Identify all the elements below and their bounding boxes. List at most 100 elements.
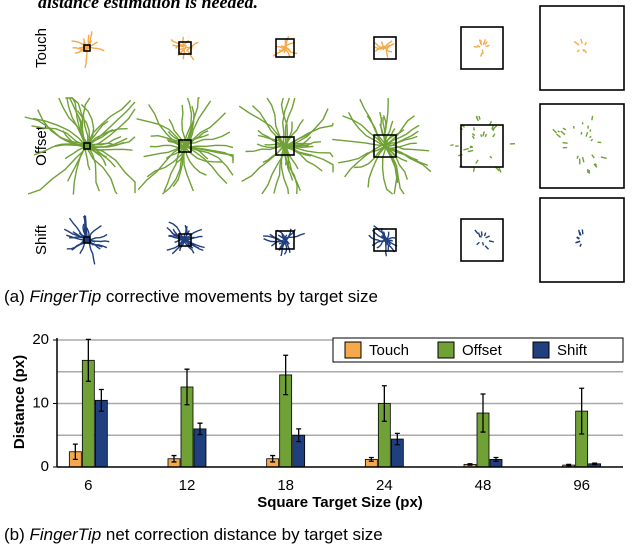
trace (170, 38, 185, 48)
trace (480, 134, 483, 138)
target-square (539, 5, 625, 91)
trace (562, 127, 567, 131)
target-square (373, 134, 397, 158)
error-bar (394, 432, 400, 446)
trace (137, 144, 186, 191)
trace (483, 232, 487, 237)
trace (185, 145, 234, 176)
error-bar (283, 354, 289, 396)
trace (251, 105, 284, 148)
legend-label: Touch (369, 342, 409, 359)
trace (469, 146, 474, 149)
row-label: Offset (33, 125, 50, 166)
trace (576, 236, 580, 240)
trace (463, 147, 469, 151)
trace (477, 232, 481, 238)
trace (589, 129, 592, 132)
trace (86, 46, 105, 52)
trace (186, 144, 234, 149)
trace (256, 143, 284, 149)
trace (485, 235, 490, 239)
trace (480, 52, 483, 57)
x-tick-label: 48 (475, 477, 492, 494)
trace (166, 139, 184, 149)
error-bar (381, 385, 387, 422)
caption-emphasis: FingerTip (30, 525, 102, 544)
target-square (83, 44, 91, 52)
error-bar (85, 338, 91, 382)
trace (581, 229, 584, 235)
trace (185, 130, 209, 147)
trace (76, 110, 91, 147)
trace (367, 146, 386, 188)
trace (185, 49, 195, 61)
trace (338, 144, 387, 164)
x-tick-label: 18 (277, 477, 294, 494)
target-square (539, 197, 625, 283)
target-square (373, 36, 397, 60)
target-square (178, 41, 192, 55)
trace (257, 134, 288, 146)
trace (480, 231, 483, 236)
trace (593, 163, 598, 168)
trace (485, 44, 490, 48)
trace (283, 129, 315, 147)
trace (386, 44, 391, 49)
trace (285, 49, 291, 57)
trace (385, 147, 398, 195)
legend-label: Offset (462, 342, 503, 359)
error-bar (98, 388, 104, 412)
trace (594, 163, 598, 166)
trace (498, 166, 502, 173)
trace (37, 109, 86, 145)
trace (583, 49, 588, 54)
trace (185, 131, 231, 145)
trace (492, 128, 495, 132)
error-bar (467, 463, 473, 466)
trace (484, 245, 489, 250)
trace (478, 115, 481, 120)
trace (581, 156, 585, 163)
row-label: Shift (33, 224, 50, 255)
trace (184, 144, 228, 185)
y-tick-label: 0 (41, 458, 49, 475)
trace (342, 115, 387, 148)
legend-swatch (344, 341, 362, 359)
trace (385, 238, 390, 251)
trace (376, 240, 384, 249)
trace (386, 231, 390, 240)
trace (385, 124, 420, 146)
trace (383, 238, 393, 242)
trace (584, 41, 588, 46)
trace (86, 99, 132, 145)
error-bar (579, 387, 585, 435)
error-bar (270, 454, 276, 463)
trace (557, 130, 560, 133)
y-tick-label: 20 (32, 331, 49, 348)
trace (347, 111, 384, 146)
trace (368, 234, 385, 242)
error-bar (171, 454, 177, 463)
trace (373, 225, 388, 240)
caption-emphasis: FingerTip (30, 287, 102, 306)
trace (72, 145, 87, 195)
trace (146, 146, 188, 178)
trace (85, 120, 109, 147)
trace (472, 127, 476, 131)
trace (562, 142, 568, 144)
trace (186, 41, 199, 51)
trace (482, 131, 485, 137)
intro-text: distance estimation is needed. (38, 0, 258, 12)
trace (576, 49, 580, 53)
error-bar (184, 368, 190, 406)
trace (489, 155, 493, 159)
trace (283, 144, 312, 157)
trace (491, 125, 494, 130)
caption-a: (a) FingerTip corrective movements by ta… (4, 287, 378, 306)
trace (150, 134, 188, 146)
trace (241, 144, 286, 183)
error-bar (493, 456, 499, 462)
trace (86, 146, 116, 168)
